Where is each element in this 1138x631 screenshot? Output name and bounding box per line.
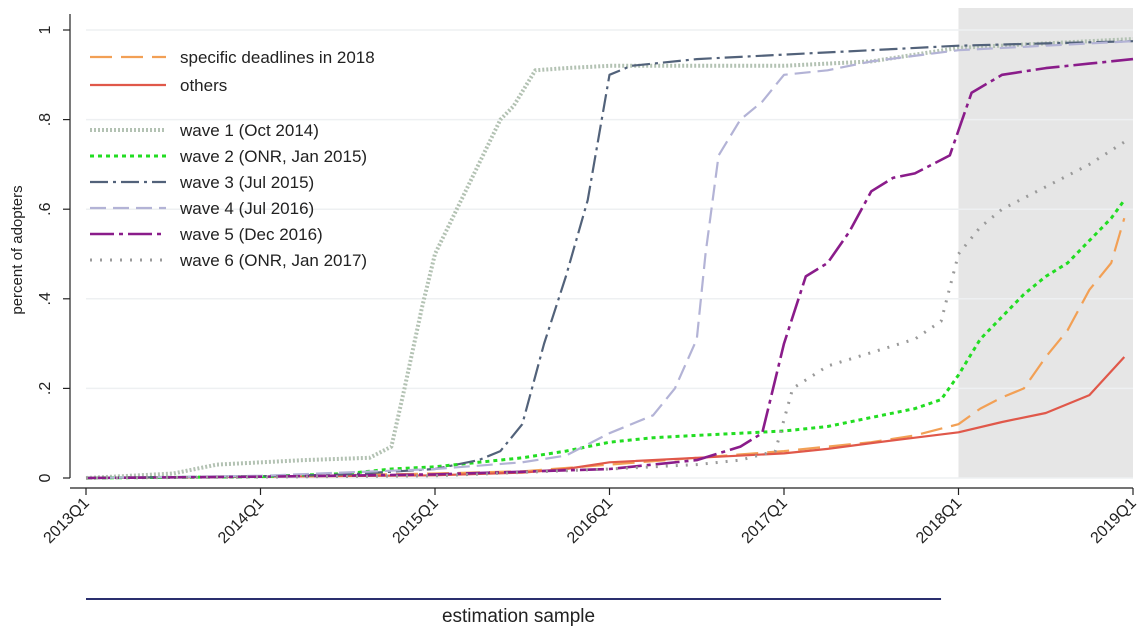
y-tick-label: .8 [37, 113, 54, 126]
x-tick-label: 2016Q1 [564, 495, 616, 547]
y-tick-label: .2 [37, 382, 54, 395]
y-tick-label: 0 [37, 473, 54, 482]
legend-label: others [180, 76, 227, 95]
series-line-wave-5-dec-2016 [85, 57, 1134, 480]
legend-label: wave 2 (ONR, Jan 2015) [179, 147, 367, 166]
series-line-wave-4-jul-2016 [85, 40, 1134, 480]
x-tick-label: 2018Q1 [913, 495, 965, 547]
x-tick-label: 2013Q1 [41, 495, 93, 547]
x-tick-label: 2014Q1 [215, 495, 267, 547]
legend-label: wave 6 (ONR, Jan 2017) [179, 251, 367, 270]
y-axis-title: percent of adopters [9, 185, 26, 314]
x-tick-label: 2019Q1 [1088, 495, 1138, 547]
series-line-wave-2-onr-jan-2015 [85, 199, 1126, 480]
y-tick-label: .4 [37, 292, 54, 305]
legend-label: wave 3 (Jul 2015) [179, 173, 314, 192]
x-tick-label: 2017Q1 [739, 495, 791, 547]
legend-label: wave 5 (Dec 2016) [179, 225, 323, 244]
estimation-sample-label: estimation sample [442, 606, 595, 626]
series-line-wave-6-onr-jan-2017 [85, 140, 1126, 480]
x-tick-label: 2015Q1 [390, 495, 442, 547]
y-tick-label: .6 [37, 202, 54, 215]
legend-label: specific deadlines in 2018 [180, 48, 375, 67]
shaded-forecast-region [958, 8, 1133, 478]
y-tick-label: 1 [37, 25, 54, 34]
legend-label: wave 1 (Oct 2014) [179, 121, 319, 140]
legend-label: wave 4 (Jul 2016) [179, 199, 314, 218]
